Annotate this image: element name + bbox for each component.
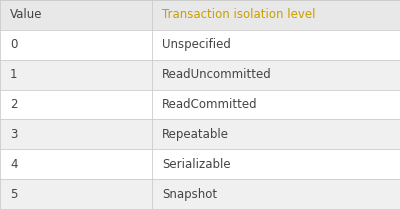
Text: 4: 4 <box>10 158 18 171</box>
Bar <box>0 90 152 119</box>
Text: 5: 5 <box>10 187 17 201</box>
Text: Unspecified: Unspecified <box>162 38 231 51</box>
Text: 3: 3 <box>10 128 17 141</box>
Bar <box>152 149 400 179</box>
Text: Repeatable: Repeatable <box>162 128 229 141</box>
Bar <box>0 60 152 90</box>
Bar <box>152 30 400 60</box>
Text: Transaction isolation level: Transaction isolation level <box>162 8 316 22</box>
Text: 1: 1 <box>10 68 18 81</box>
Text: Value: Value <box>10 8 42 22</box>
Bar <box>0 0 152 30</box>
Text: Serializable: Serializable <box>162 158 231 171</box>
Text: 0: 0 <box>10 38 17 51</box>
Bar <box>152 0 400 30</box>
Text: Snapshot: Snapshot <box>162 187 217 201</box>
Text: ReadUncommitted: ReadUncommitted <box>162 68 272 81</box>
Bar <box>0 119 152 149</box>
Bar <box>152 179 400 209</box>
Bar <box>0 30 152 60</box>
Bar <box>0 179 152 209</box>
Bar <box>152 119 400 149</box>
Text: ReadCommitted: ReadCommitted <box>162 98 258 111</box>
Bar <box>152 90 400 119</box>
Text: 2: 2 <box>10 98 18 111</box>
Bar <box>0 149 152 179</box>
Bar <box>152 60 400 90</box>
